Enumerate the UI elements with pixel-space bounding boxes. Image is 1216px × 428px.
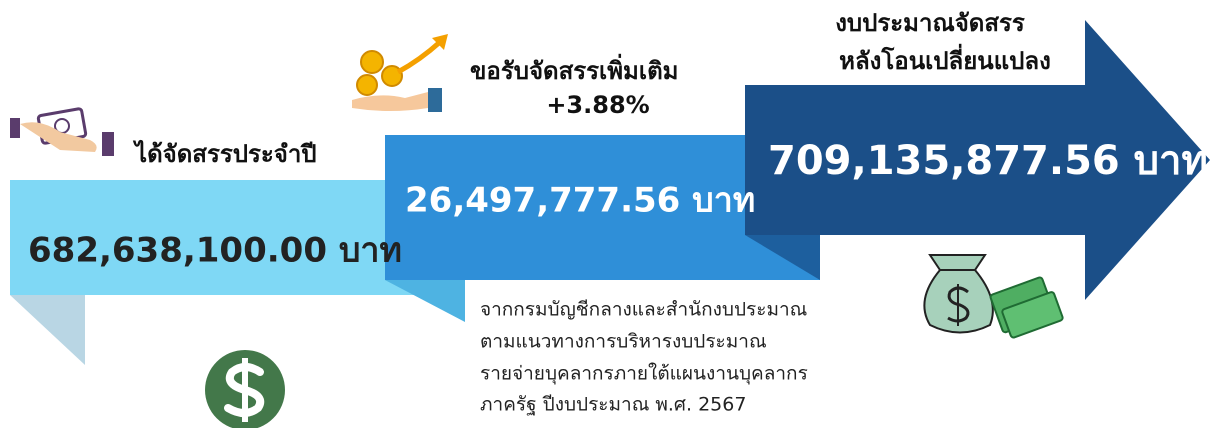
fold xyxy=(385,280,465,322)
label: หลังโอนเปลี่ยนแปลง xyxy=(839,43,1051,75)
note-line: ภาครัฐ ปีงบประมาณ พ.ศ. 2567 xyxy=(480,394,746,416)
fold xyxy=(745,235,820,280)
money-icon xyxy=(10,107,114,156)
amount: 709,135,877.56 บาท xyxy=(768,138,1208,184)
note-line: รายจ่ายบุคลากรภายใต้แผนงานบุคลากร xyxy=(480,363,808,386)
money-bag-icon xyxy=(923,254,1064,339)
fold xyxy=(10,295,85,365)
note-line: ตามแนวทางการบริหารงบประมาณ xyxy=(480,331,767,353)
label: ได้จัดสรรประจำปี xyxy=(132,139,317,168)
coins-icon xyxy=(352,34,448,112)
label: +3.88% xyxy=(546,91,649,119)
label: งบประมาณจัดสรร xyxy=(835,9,1025,37)
note-line: จากกรมบัญชีกลางและสำนักงบประมาณ xyxy=(480,299,807,321)
label: ขอรับจัดสรรเพิ่มเติม xyxy=(470,53,678,85)
dollar-icon xyxy=(205,350,285,428)
amount: 26,497,777.56 บาท xyxy=(405,181,755,221)
arrow xyxy=(745,20,1210,300)
amount: 682,638,100.00 บาท xyxy=(28,231,402,271)
